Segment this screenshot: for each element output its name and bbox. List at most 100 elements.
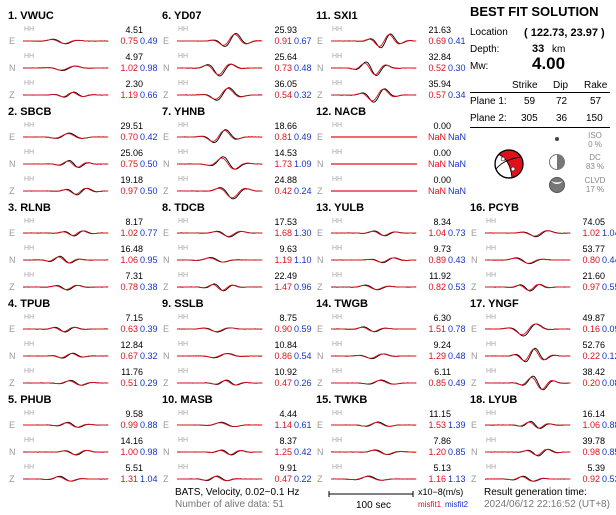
table-divider [470, 92, 610, 93]
synthetic-trace [331, 422, 417, 427]
misfit1-value: 0.16 [582, 324, 600, 334]
misfit1-value: 0.73 [274, 63, 292, 73]
misfit2-value: 0.55 [602, 282, 616, 292]
misfit2-value: 0.73 [448, 228, 466, 238]
synthetic-trace [177, 476, 263, 482]
misfit2-value: 1.04 [140, 474, 158, 484]
synthetic-trace [485, 257, 571, 264]
station-panel: 14. TWGB E HH 6.30 1.51 0.78 N HH 9.24 1.29 0.48 Z H… [308, 294, 466, 410]
misfit2-value: 0.98 [140, 63, 158, 73]
station-title: 8. TDCB [162, 202, 205, 214]
amplitude-value: 16.14 [582, 409, 605, 419]
station-title: 18. LYUB [470, 394, 518, 406]
station-title: 15. TWKB [316, 394, 368, 406]
amplitude-value: 25.06 [120, 148, 143, 158]
channel-label: HH [24, 53, 35, 60]
synthetic-trace [23, 353, 109, 359]
station-title: 4. TPUB [8, 298, 51, 310]
component-label: E [9, 228, 16, 238]
misfit2-value: 0.96 [294, 282, 312, 292]
misfit1-value: 0.47 [274, 378, 292, 388]
component-label: E [9, 324, 16, 334]
alive-line: Number of alive data: 51 [175, 499, 284, 510]
component-label: N [317, 63, 324, 73]
channel-label: HH [24, 149, 35, 156]
channel-label: HH [332, 464, 343, 471]
channel-label: HH [332, 149, 343, 156]
misfit2-value: 0.49 [448, 378, 466, 388]
dc-label: DC [589, 153, 601, 162]
component-label: Z [9, 474, 15, 484]
component-row: Z HH 5.13 1.16 1.13 [308, 463, 466, 490]
station-panel: 16. PCYB E HH 74.051.021.04 N HH 53.770.800.44… [462, 198, 616, 314]
waveform-plot [331, 61, 417, 76]
station-title: 5. PHUB [8, 394, 52, 406]
station-title: 11. SXI1 [316, 10, 358, 22]
amplitude-value: 12.84 [120, 340, 143, 350]
component-label: E [9, 36, 16, 46]
channel-label: HH [178, 26, 189, 33]
channel-label: HH [486, 272, 497, 279]
component-row: E HH 25.93 0.91 0.67 [154, 25, 312, 52]
channel-label: HH [486, 245, 497, 252]
component-label: E [317, 228, 324, 238]
station-panel: 18. LYUB E HH 16.141.060.88 N HH 39.780.980.85… [462, 390, 616, 506]
component-row: N HH 4.97 1.02 0.98 [0, 52, 158, 79]
station-panel: 7. YHNB E HH 18.66 0.81 0.49 N HH 14.53 1.73 1.09 Z… [154, 102, 312, 218]
waveform-plot [23, 449, 109, 456]
channel-label: HH [332, 341, 343, 348]
synthetic-trace [485, 377, 571, 390]
misfit2-value: 0.34 [448, 90, 466, 100]
synthetic-trace [177, 327, 263, 332]
misfit2-value: 0.41 [448, 36, 466, 46]
component-label: N [471, 447, 478, 457]
channel-label: HH [332, 218, 343, 225]
synthetic-trace [177, 230, 263, 237]
synthetic-trace [331, 380, 417, 385]
misfit1-value: 0.90 [274, 324, 292, 334]
synthetic-trace [331, 88, 417, 102]
amplitude-value: 32.84 [428, 52, 451, 62]
component-label: E [471, 324, 478, 334]
misfit1-value: 0.82 [428, 282, 446, 292]
generation-label: Result generation time: [484, 487, 587, 498]
component-row: E HH 8.17 1.02 0.77 [0, 217, 158, 244]
synthetic-trace [177, 284, 263, 291]
synthetic-trace [177, 63, 263, 76]
synthetic-trace [177, 88, 263, 100]
misfit2-value: NaN [448, 186, 467, 196]
synthetic-trace [23, 380, 109, 386]
station-title: 6. YD07 [162, 10, 202, 22]
beachball-icon [494, 149, 524, 179]
component-label: Z [317, 378, 323, 388]
misfit1-value: 0.63 [120, 324, 138, 334]
synthetic-trace [23, 326, 109, 332]
channel-label: HH [178, 314, 189, 321]
channel-label: HH [178, 122, 189, 129]
component-label: Z [317, 282, 323, 292]
component-label: Z [317, 186, 323, 196]
component-row: N HH 52.760.220.12 [462, 340, 616, 367]
amplitude-value: 52.76 [582, 340, 605, 350]
channel-label: HH [24, 368, 35, 375]
dc-pct: 83 % [585, 162, 605, 171]
component-row: Z HH 5.51 1.31 1.04 [0, 463, 158, 490]
synthetic-trace [177, 130, 263, 142]
waveform-plot [23, 284, 109, 291]
amplitude-value: 10.84 [274, 340, 297, 350]
amplitude-value: 16.48 [120, 244, 143, 254]
clvd-pct: 17 % [585, 185, 605, 194]
misfit2-value: 0.24 [294, 186, 312, 196]
misfit1-value: 1.06 [582, 420, 600, 430]
component-row: N HH 14.53 1.73 1.09 [154, 148, 312, 175]
misfit1-value: 0.97 [582, 282, 600, 292]
waveform-plot [23, 132, 109, 139]
plane2-rake: 150 [586, 113, 603, 124]
channel-label: HH [24, 245, 35, 252]
misfit1-value: 0.89 [428, 255, 446, 265]
synthetic-trace [23, 39, 109, 44]
channel-label: HH [24, 341, 35, 348]
synthetic-trace [23, 133, 109, 139]
amplitude-value: 21.60 [582, 271, 605, 281]
best-fit-title: BEST FIT SOLUTION [470, 4, 599, 19]
